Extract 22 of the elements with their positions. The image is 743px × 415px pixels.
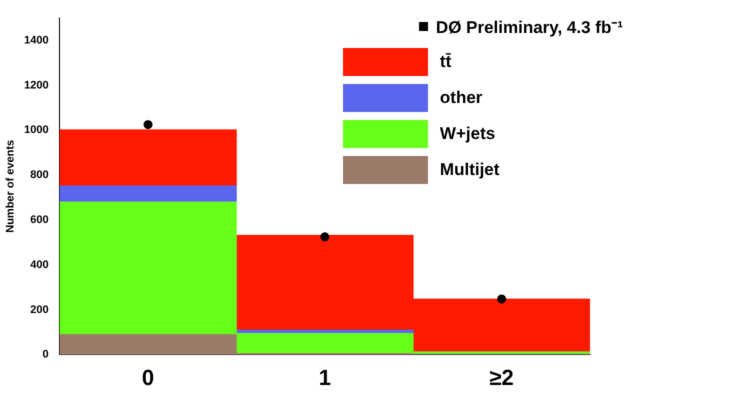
- bar: [60, 186, 237, 202]
- legend-label: Multijet: [440, 160, 500, 180]
- bar: [60, 129, 237, 186]
- y-tick-label: 600: [30, 214, 49, 226]
- point: [497, 294, 506, 304]
- y-tick-label: 0: [42, 348, 49, 361]
- legend-label: DØ Preliminary, 4.3 fb⁻¹: [436, 16, 623, 38]
- legend-label: other: [440, 88, 482, 108]
- point: [144, 120, 153, 130]
- x-tick-label: ≥2: [489, 364, 514, 390]
- y-tick-label: 800: [30, 169, 49, 182]
- y-tick-label: 400: [30, 258, 49, 271]
- legend-label: tt̄: [440, 52, 452, 72]
- y-tick-label: 1400: [24, 34, 49, 46]
- y-axis-title: Number of events: [4, 140, 17, 233]
- y-tick-label: 200: [30, 304, 49, 316]
- point: [320, 232, 330, 242]
- x-tick-label: 1: [318, 364, 331, 390]
- y-tick-label: 1200: [24, 79, 49, 92]
- x-tick-label: 0: [142, 364, 154, 390]
- y-tick-label: 1000: [24, 124, 49, 136]
- legend-label: W+jets: [440, 124, 496, 144]
